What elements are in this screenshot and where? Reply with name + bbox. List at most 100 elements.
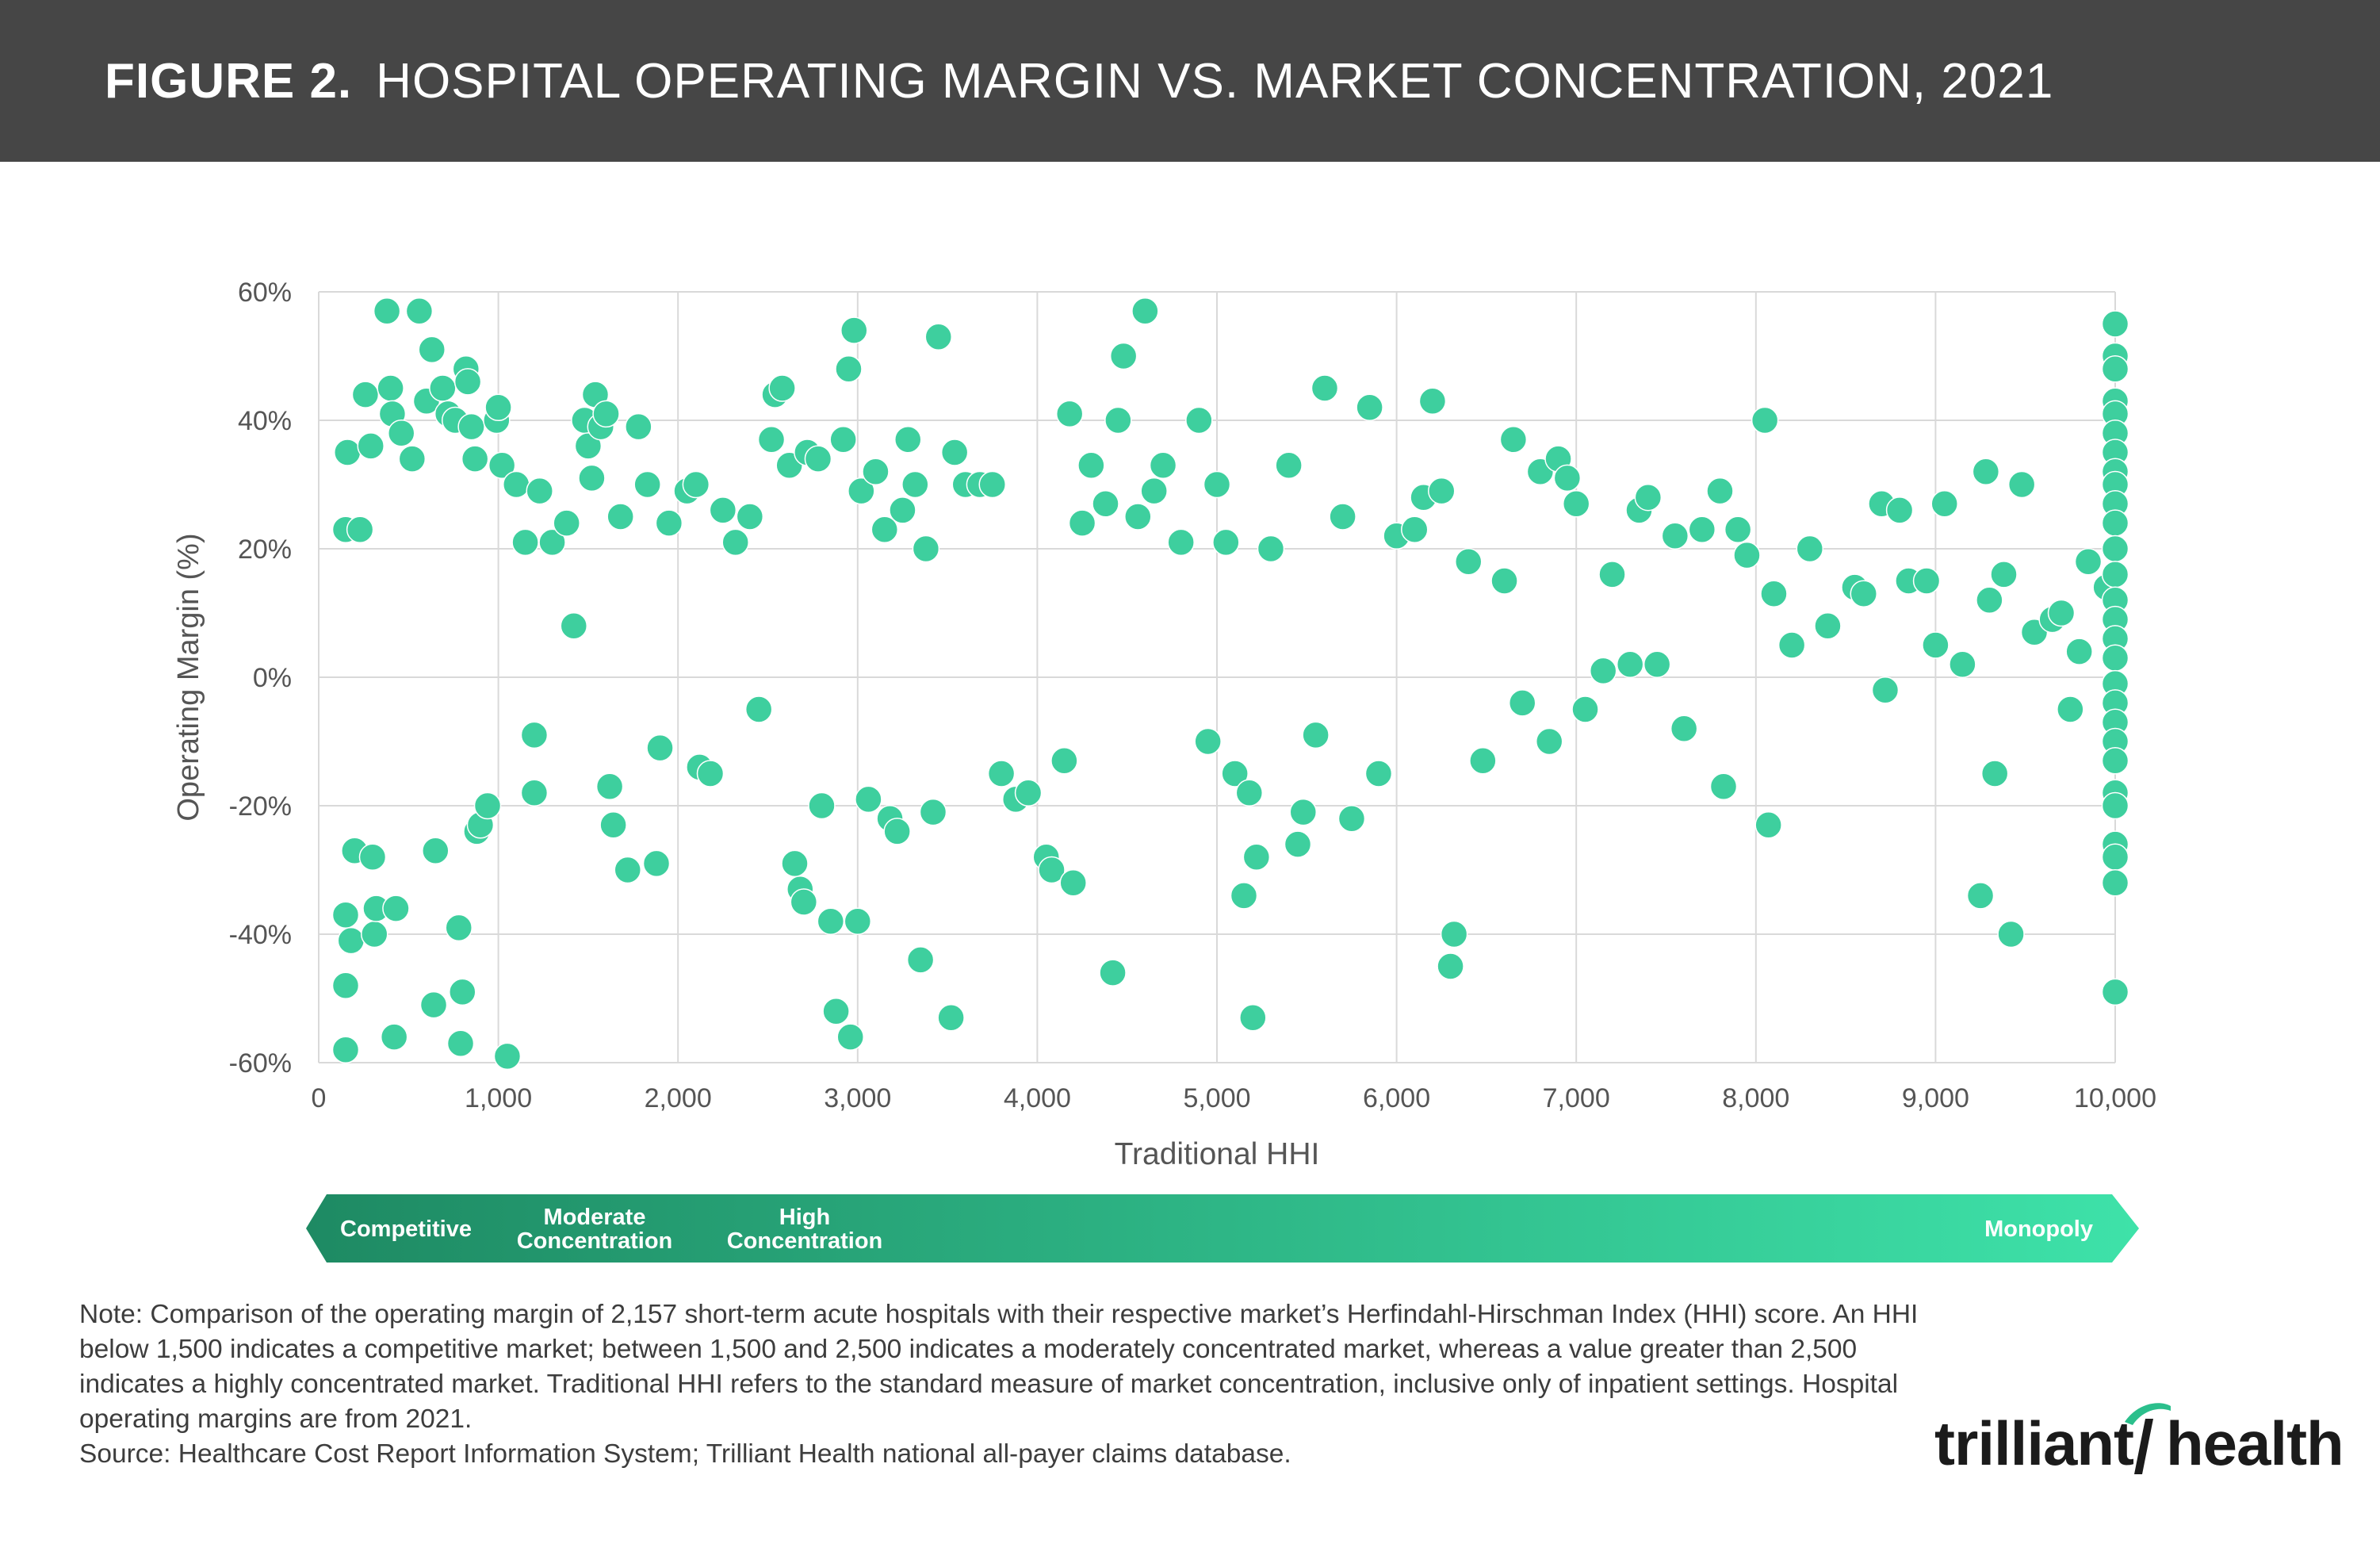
data-point (592, 400, 620, 428)
data-point (1077, 451, 1105, 479)
data-point (1140, 477, 1168, 505)
data-point (817, 907, 845, 936)
data-point (331, 901, 360, 929)
data-point (1930, 490, 1958, 518)
data-point (646, 734, 674, 762)
data-point (358, 843, 387, 872)
data-point (2101, 561, 2129, 588)
data-point (1976, 586, 2003, 615)
x-tick-label: 5,000 (1183, 1083, 1250, 1113)
data-point (445, 914, 473, 942)
data-point (889, 496, 916, 524)
data-point (1289, 798, 1318, 826)
data-point (1329, 503, 1356, 531)
data-point (844, 907, 872, 936)
data-point (1194, 727, 1222, 756)
data-point (419, 990, 448, 1019)
data-point (453, 368, 482, 396)
data-point (2057, 695, 2084, 723)
data-point (829, 426, 857, 454)
data-point (919, 798, 947, 826)
data-point (768, 374, 796, 402)
data-point (2101, 747, 2129, 775)
data-point (1688, 515, 1716, 543)
trilliant-health-logo: trilliant health (1934, 1403, 2344, 1483)
data-point (606, 503, 634, 531)
data-point (1571, 695, 1599, 723)
data-point (937, 1004, 965, 1032)
x-tick-label: 4,000 (1004, 1083, 1071, 1113)
data-point (625, 412, 652, 441)
data-point (1099, 959, 1127, 987)
data-point (418, 335, 446, 364)
x-tick-label: 2,000 (645, 1083, 712, 1113)
data-point (1203, 470, 1231, 499)
data-point (1418, 387, 1447, 415)
y-tick-label: 60% (238, 278, 292, 308)
data-point (2101, 978, 2129, 1006)
data-point (2065, 638, 2093, 665)
data-point (2101, 868, 2129, 897)
data-point (520, 721, 549, 749)
y-axis-ticks: -60% -40% -20% 0% 20% 40% 60% (229, 278, 292, 1079)
data-point (446, 1029, 475, 1057)
data-point (1751, 406, 1779, 435)
data-point (1068, 509, 1096, 537)
data-point (1706, 477, 1734, 505)
data-point (1777, 631, 1806, 659)
scale-label: High Concentration (727, 1205, 883, 1254)
data-point (1643, 650, 1671, 679)
data-point (1149, 451, 1177, 479)
data-point (940, 439, 969, 466)
data-point (1850, 580, 1878, 607)
x-tick-label: 9,000 (1902, 1083, 1969, 1113)
data-point (429, 374, 457, 402)
x-axis-ticks: 0 1,000 2,000 3,000 4,000 5,000 6,000 7,000 8,00… (312, 1083, 2156, 1113)
data-point (855, 785, 882, 814)
data-point (1059, 868, 1087, 897)
data-point (1724, 515, 1752, 543)
data-point (2047, 599, 2076, 627)
data-point (1814, 611, 1842, 640)
data-point (1092, 490, 1119, 518)
data-point (1275, 451, 1303, 479)
data-point (1185, 406, 1213, 435)
data-point (1235, 779, 1264, 807)
figure-title: FIGURE 2. HOSPITAL OPERATING MARGIN VS. M… (105, 53, 2053, 109)
logo-swoosh-icon (2125, 1403, 2171, 1474)
data-point (1364, 760, 1393, 787)
data-point (488, 451, 516, 479)
x-tick-label: 8,000 (1722, 1083, 1789, 1113)
data-point (473, 791, 502, 820)
y-tick-label: 0% (253, 663, 292, 693)
data-point (1109, 342, 1138, 370)
data-point (642, 849, 671, 878)
data-point (1553, 464, 1582, 492)
data-point (1212, 528, 1240, 557)
data-point (987, 760, 1016, 787)
data-point (1709, 772, 1738, 800)
data-point (1661, 522, 1689, 550)
data-point (1885, 496, 1914, 524)
data-point (1760, 580, 1788, 607)
y-tick-label: 20% (238, 535, 292, 565)
data-point (2101, 644, 2129, 672)
data-point (655, 509, 683, 537)
x-axis-label: Traditional HHI (1115, 1137, 1320, 1171)
data-point (405, 297, 434, 325)
y-tick-label: -60% (229, 1048, 292, 1079)
data-point (380, 1023, 408, 1051)
data-point (804, 445, 832, 473)
data-point (1302, 721, 1330, 749)
data-point (835, 354, 863, 383)
data-point (1257, 535, 1285, 563)
data-point (560, 611, 588, 640)
data-point (1922, 631, 1950, 659)
data-point (1634, 483, 1663, 512)
x-tick-label: 6,000 (1363, 1083, 1430, 1113)
data-point (1437, 952, 1464, 980)
data-point (373, 297, 401, 325)
data-point (870, 515, 899, 543)
x-tick-label: 1,000 (465, 1083, 532, 1113)
data-point (1508, 689, 1536, 717)
